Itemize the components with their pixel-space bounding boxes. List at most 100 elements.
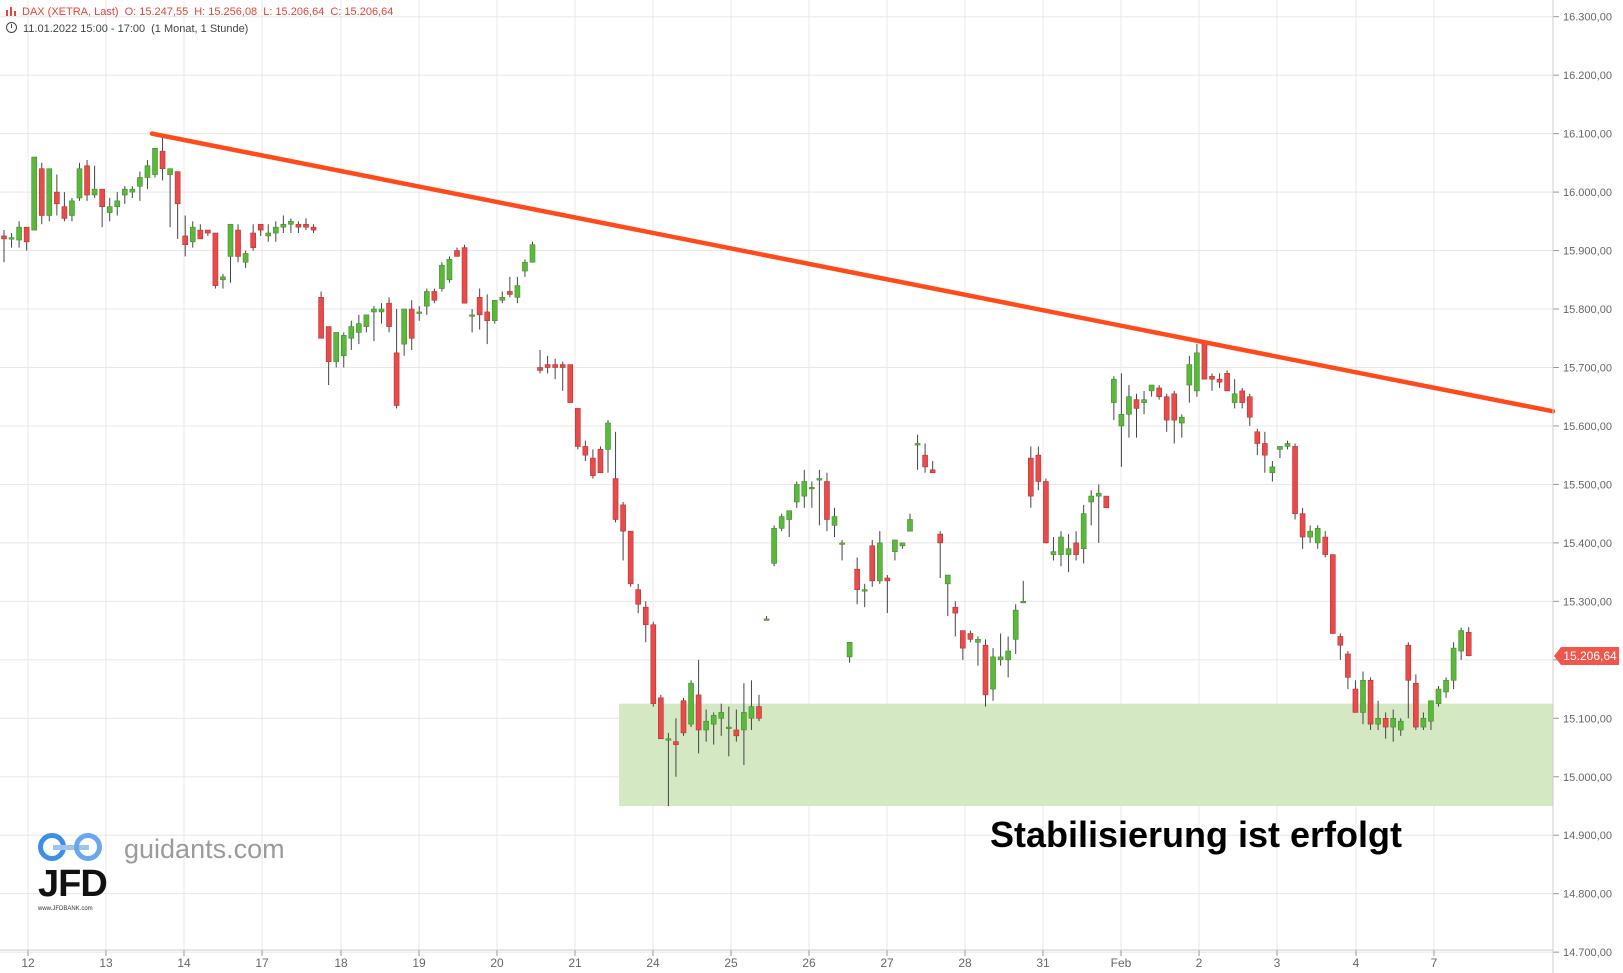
candle-body: [1450, 647, 1457, 681]
candle-body: [348, 326, 355, 339]
candle-body: [1126, 396, 1132, 415]
candle-body: [1375, 717, 1381, 725]
y-tick-label: 15.500,00: [1563, 479, 1612, 491]
candle-body: [824, 481, 830, 520]
x-tick-label: 19: [412, 956, 426, 970]
candle-body: [1345, 653, 1351, 678]
candle-body: [929, 469, 936, 474]
clock-icon: [6, 22, 17, 33]
instrument-header: DAX (XETRA, Last) O: 15.247,55 H: 15.256,0…: [6, 6, 399, 18]
candle-body: [340, 335, 347, 357]
candle-body: [733, 729, 740, 737]
candle-body: [393, 352, 400, 406]
candle-body: [680, 700, 687, 734]
candle-body: [1179, 416, 1185, 424]
candle-body: [212, 232, 219, 286]
candle-body: [220, 276, 226, 281]
candle-body: [295, 223, 302, 228]
candle-body: [1095, 492, 1102, 497]
candle-body: [61, 206, 68, 219]
brand-text: JFD: [38, 863, 108, 905]
candle-body: [439, 264, 445, 289]
candle-body: [786, 510, 793, 520]
candle-body: [1148, 384, 1155, 392]
candle-body: [1073, 542, 1079, 555]
candle-body: [491, 299, 498, 322]
candle-body: [1163, 396, 1170, 421]
candle-body: [1043, 481, 1049, 544]
candle-body: [1005, 650, 1011, 661]
y-axis: 16.300,00 16.200,00 16.100,00 16.000,00 15.9…: [1552, 0, 1612, 973]
candle-body: [38, 168, 45, 216]
candle-body: [1284, 443, 1291, 447]
candle-body: [529, 244, 536, 263]
x-tick-label: 25: [724, 956, 738, 970]
x-tick-label: 3: [1274, 956, 1281, 970]
candle-body: [650, 624, 657, 704]
candle-body: [522, 261, 528, 272]
candle-body: [1035, 454, 1042, 482]
candle-body: [401, 308, 407, 345]
candle-body: [869, 545, 876, 582]
candle-body: [114, 200, 121, 208]
candle-body: [1397, 720, 1404, 731]
candle-body: [54, 191, 60, 205]
candle-body: [1262, 443, 1268, 456]
candle-body: [710, 715, 717, 725]
candle-body: [499, 297, 506, 301]
candle-body: [1269, 466, 1276, 474]
candle-body: [423, 291, 430, 307]
candle-body: [899, 542, 906, 547]
y-tick-label: 14.900,00: [1563, 830, 1612, 842]
x-tick-label: 17: [255, 956, 269, 970]
low-value: L: 15.206,64: [263, 6, 325, 18]
candle-body: [1246, 396, 1253, 418]
y-tick-label: 15.800,00: [1563, 304, 1612, 316]
chart-grid: [0, 0, 1553, 953]
candle-body: [574, 408, 581, 447]
candle-body: [250, 232, 256, 248]
candle-body: [1231, 393, 1238, 403]
candle-body: [1201, 343, 1208, 380]
candle-body: [242, 253, 249, 263]
candle-body: [1314, 527, 1321, 544]
candle-body: [1239, 390, 1245, 403]
candle-body: [1352, 688, 1359, 713]
y-tick-label: 14.700,00: [1563, 947, 1612, 959]
logo-ring-right: [74, 833, 102, 861]
candle-body: [801, 481, 808, 497]
candle-body: [1330, 554, 1336, 634]
candle-body: [16, 226, 22, 241]
candle-body: [567, 364, 574, 403]
y-tick-label: 15.000,00: [1563, 772, 1612, 784]
candle-body: [46, 168, 53, 216]
support-zone: [619, 703, 1553, 806]
candle-body: [990, 656, 996, 690]
candle-body: [1428, 700, 1434, 722]
last-price-badge: 15.206,64: [1554, 646, 1619, 665]
candle-body: [159, 150, 166, 170]
x-tick-label: 21: [568, 956, 582, 970]
candle-body: [839, 542, 845, 545]
open-value: O: 15.247,55: [124, 6, 189, 18]
candle-body: [1141, 399, 1147, 403]
candle-body: [1194, 352, 1200, 392]
candle-body: [1307, 530, 1313, 538]
y-tick-label: 16.100,00: [1563, 129, 1612, 141]
candle-body: [325, 326, 332, 362]
site-watermark: guidants.com: [124, 834, 285, 864]
candle-body: [303, 223, 309, 228]
candle-body: [771, 527, 777, 564]
candlesticks: [1, 133, 1472, 806]
candle-body: [1292, 446, 1298, 514]
candle-body: [1390, 717, 1396, 728]
candle-body: [416, 311, 423, 314]
candle-body: [431, 291, 438, 301]
y-tick-label: 15.700,00: [1563, 362, 1612, 374]
candle-body: [1277, 446, 1283, 450]
candle-body: [1360, 679, 1366, 713]
candle-body: [756, 706, 762, 719]
candle-body: [1337, 636, 1344, 646]
candle-body: [665, 738, 672, 741]
